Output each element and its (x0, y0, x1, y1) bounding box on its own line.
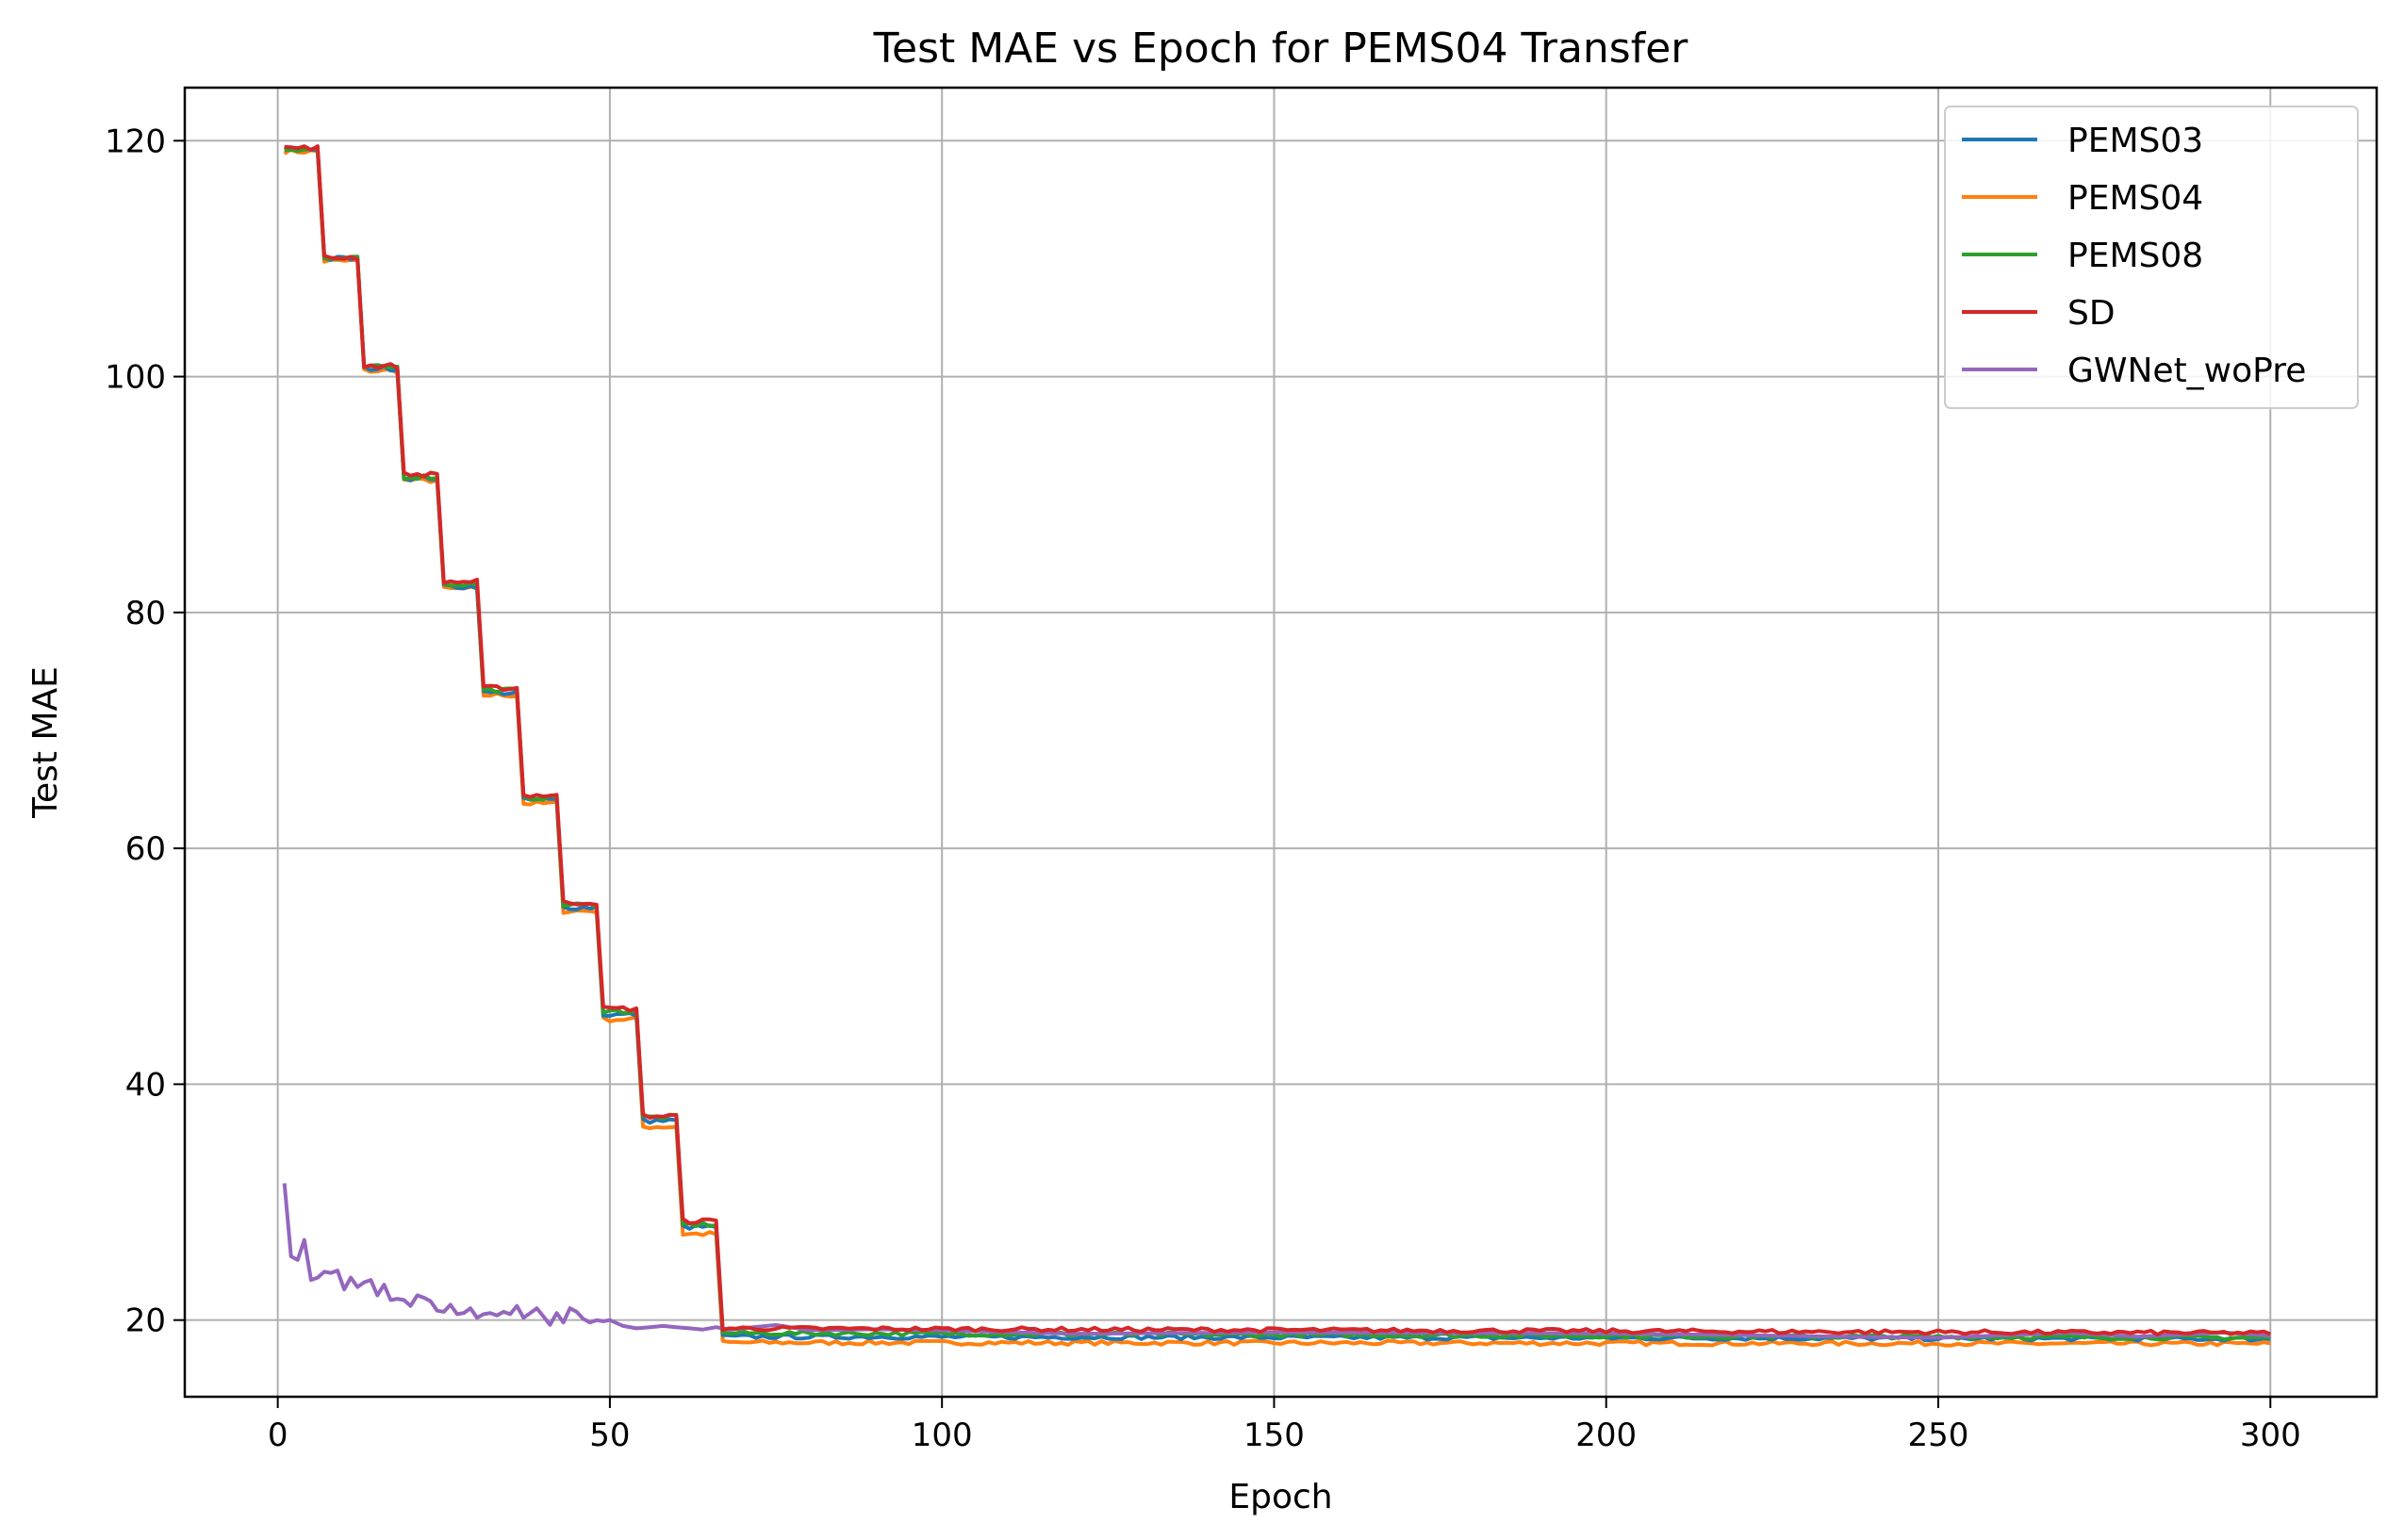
legend-label: SD (2067, 294, 2116, 333)
legend-label: PEMS03 (2067, 122, 2203, 160)
plot-frame (183, 86, 2379, 1399)
x-tick-label: 0 (268, 1417, 288, 1454)
x-tick-label: 150 (1243, 1417, 1305, 1454)
series-layer (282, 144, 2272, 1348)
x-tick-label: 300 (2240, 1417, 2301, 1454)
legend-label: GWNet_woPre (2067, 352, 2306, 390)
y-tick-label: 60 (125, 830, 166, 868)
x-axis: 0 50 100 150 200 250 300 (268, 1397, 2301, 1454)
y-tick-label: 80 (125, 595, 166, 632)
x-axis-label: Epoch (1228, 1478, 1332, 1516)
series-line-pems04 (283, 147, 2271, 1348)
y-tick-label: 20 (125, 1302, 166, 1340)
x-tick-label: 200 (1575, 1417, 1637, 1454)
y-axis: 20 40 60 80 100 120 (105, 123, 185, 1340)
legend: PEMS03 PEMS04 PEMS08 SD GWNet_woPre (1944, 106, 2359, 409)
x-tick-label: 50 (589, 1417, 630, 1454)
series-line-gwnet-wopre (282, 1183, 2271, 1340)
legend-box (1944, 106, 2359, 409)
y-axis-label: Test MAE (26, 666, 65, 819)
legend-label: PEMS08 (2067, 237, 2203, 275)
y-tick-label: 40 (125, 1066, 166, 1104)
legend-label: PEMS04 (2067, 179, 2203, 218)
x-tick-label: 100 (912, 1417, 973, 1454)
x-tick-label: 250 (1908, 1417, 1969, 1454)
series-line-sd (284, 144, 2272, 1336)
chart-title: Test MAE vs Epoch for PEMS04 Transfer (873, 25, 1689, 73)
y-tick-label: 100 (105, 359, 166, 397)
y-tick-label: 120 (105, 123, 166, 160)
